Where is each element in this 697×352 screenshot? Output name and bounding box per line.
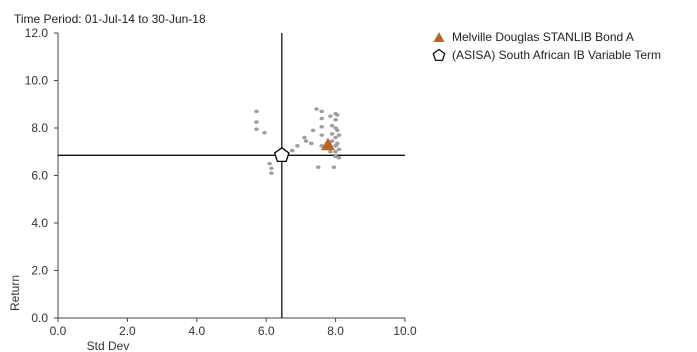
peer-data-point bbox=[315, 165, 321, 169]
peer-data-point bbox=[335, 141, 340, 146]
peer-data-point bbox=[336, 133, 342, 137]
peer-data-point bbox=[254, 127, 259, 131]
triangle-marker-icon bbox=[433, 32, 445, 42]
legend-item-sector: (ASISA) South African IB Variable Term bbox=[432, 46, 661, 64]
peer-data-point bbox=[319, 144, 325, 148]
time-period-label: Time Period: 01-Jul-14 to 30-Jun-18 bbox=[14, 12, 206, 26]
peer-data-point bbox=[309, 141, 314, 146]
peer-data-point bbox=[335, 128, 340, 133]
peer-data-point bbox=[310, 128, 316, 133]
peer-data-point bbox=[335, 113, 340, 117]
pentagon-marker-icon bbox=[432, 48, 446, 61]
peer-data-point bbox=[319, 116, 325, 121]
peer-data-point bbox=[269, 166, 274, 171]
x-tick-label: 8.0 bbox=[327, 324, 344, 338]
x-tick-label: 0.0 bbox=[50, 324, 67, 338]
x-tick-label: 2.0 bbox=[119, 324, 136, 338]
y-tick-label: 4.0 bbox=[31, 216, 48, 230]
legend: Melville Douglas STANLIB Bond A (ASISA) … bbox=[432, 28, 661, 64]
peer-data-point bbox=[336, 155, 342, 160]
peer-data-point bbox=[254, 109, 259, 114]
peer-data-point bbox=[254, 120, 259, 124]
fund-data-point bbox=[320, 137, 335, 151]
peer-data-point bbox=[319, 109, 325, 114]
y-tick-label: 8.0 bbox=[31, 121, 48, 135]
peer-data-point bbox=[262, 130, 267, 135]
y-tick-label: 10.0 bbox=[25, 74, 49, 88]
x-axis-title: Std Dev bbox=[87, 339, 130, 352]
peer-data-point bbox=[333, 154, 338, 159]
legend-label-sector: (ASISA) South African IB Variable Term bbox=[452, 48, 661, 62]
peer-data-point bbox=[329, 132, 335, 136]
peer-data-point bbox=[302, 135, 307, 140]
x-tick-label: 10.0 bbox=[393, 324, 417, 338]
peer-data-point bbox=[267, 161, 272, 166]
peer-data-point bbox=[328, 149, 333, 154]
peer-data-point bbox=[295, 144, 300, 148]
peer-data-point bbox=[314, 107, 319, 111]
peer-data-point bbox=[319, 125, 325, 129]
x-tick-label: 4.0 bbox=[188, 324, 205, 338]
legend-label-fund: Melville Douglas STANLIB Bond A bbox=[452, 30, 634, 44]
peer-data-point bbox=[333, 135, 338, 140]
peer-data-point bbox=[329, 123, 335, 128]
peer-data-point bbox=[289, 148, 295, 153]
peer-data-point bbox=[336, 147, 342, 152]
peer-data-point bbox=[269, 171, 274, 175]
peer-data-point bbox=[303, 139, 309, 143]
sector-average-point bbox=[273, 146, 290, 163]
legend-item-fund: Melville Douglas STANLIB Bond A bbox=[432, 28, 661, 46]
x-tick-label: 6.0 bbox=[258, 324, 275, 338]
y-tick-label: 2.0 bbox=[31, 264, 48, 278]
peer-data-point bbox=[333, 149, 338, 154]
y-axis-title: Return bbox=[8, 275, 22, 311]
peer-data-point bbox=[319, 133, 325, 137]
peer-data-point bbox=[331, 165, 337, 169]
peer-data-point bbox=[333, 117, 338, 122]
y-tick-label: 0.0 bbox=[31, 311, 48, 325]
y-tick-label: 12.0 bbox=[25, 26, 49, 40]
y-tick-label: 6.0 bbox=[31, 169, 48, 183]
peer-data-point bbox=[328, 114, 333, 118]
peer-data-point bbox=[329, 139, 335, 143]
